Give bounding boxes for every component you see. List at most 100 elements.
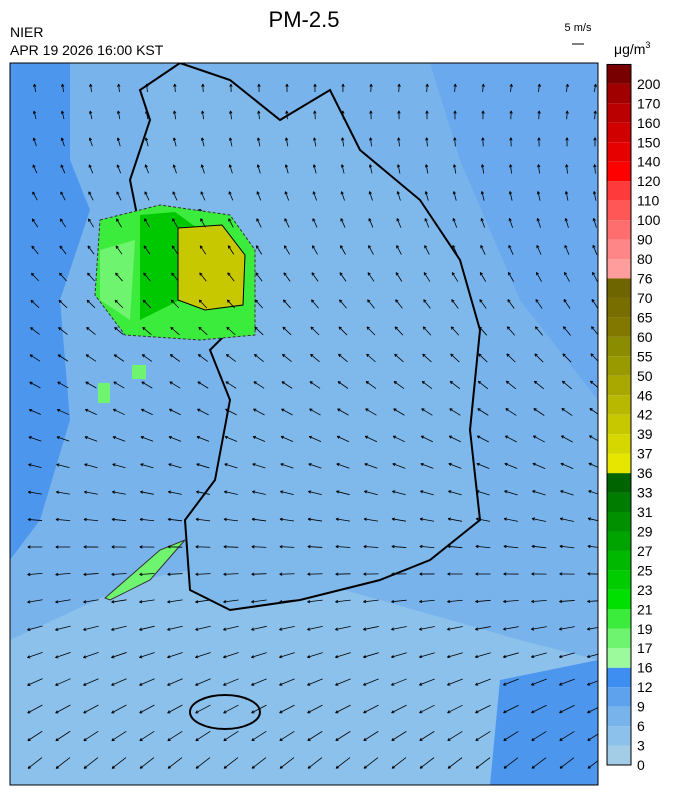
wind-arrow bbox=[508, 244, 514, 255]
wind-arrow bbox=[475, 704, 491, 714]
wind-arrow bbox=[506, 353, 516, 363]
wind-arrow bbox=[422, 353, 432, 363]
wind-arrow bbox=[335, 678, 351, 686]
wind-arrow bbox=[139, 757, 155, 769]
wind-arrow bbox=[564, 244, 570, 255]
wind-arrow bbox=[563, 299, 571, 309]
wind-arrow bbox=[363, 544, 379, 549]
wind-arrow bbox=[503, 626, 519, 631]
colorbar-swatch bbox=[607, 512, 631, 532]
wind-arrow bbox=[111, 730, 127, 742]
wind-arrow bbox=[229, 110, 233, 120]
wind-arrow bbox=[503, 572, 519, 576]
wind-arrow bbox=[591, 299, 598, 309]
wind-arrow bbox=[453, 137, 457, 147]
colorbar-swatch bbox=[607, 161, 631, 182]
wind-arrow bbox=[83, 517, 99, 522]
wind-arrow bbox=[251, 704, 267, 714]
wind-arrow bbox=[83, 757, 99, 769]
wind-arrow bbox=[27, 625, 43, 631]
wind-arrow bbox=[588, 462, 598, 468]
wind-arrow bbox=[449, 408, 461, 416]
wind-arrow bbox=[364, 490, 378, 496]
colorbar-swatch bbox=[607, 687, 631, 707]
wind-arrow bbox=[313, 137, 317, 147]
colorbar-label: 170 bbox=[637, 95, 661, 111]
wind-arrow bbox=[111, 652, 127, 659]
wind-arrow bbox=[531, 757, 547, 769]
wind-arrow bbox=[310, 326, 320, 336]
wind-arrow bbox=[364, 435, 378, 443]
wind-arrow bbox=[139, 678, 155, 686]
wind-arrow bbox=[481, 83, 485, 93]
wind-arrow bbox=[592, 217, 597, 228]
wind-arrow bbox=[448, 462, 462, 469]
wind-arrow bbox=[593, 83, 597, 93]
wind-arrow bbox=[112, 408, 125, 416]
wind-arrow bbox=[340, 245, 346, 255]
wind-arrow bbox=[139, 625, 155, 631]
wind-arrow bbox=[313, 83, 317, 93]
colorbar-label: 27 bbox=[637, 543, 653, 559]
wind-arrow bbox=[369, 137, 373, 147]
wind-arrow bbox=[509, 110, 513, 120]
colorbar-label: 100 bbox=[637, 212, 661, 228]
wind-arrow bbox=[279, 625, 295, 631]
wind-arrow bbox=[335, 545, 351, 549]
wind-arrow bbox=[419, 544, 435, 549]
wind-arrow bbox=[565, 110, 569, 120]
wind-arrow bbox=[447, 626, 463, 631]
wind-arrow bbox=[61, 83, 65, 93]
wind-arrow bbox=[33, 83, 37, 93]
wind-arrow bbox=[592, 271, 598, 282]
wind-arrow bbox=[586, 653, 598, 659]
wind-arrow bbox=[448, 435, 462, 443]
wind-arrow bbox=[111, 625, 127, 631]
wind-arrow bbox=[60, 137, 65, 147]
wind-arrow bbox=[168, 463, 182, 469]
wind-arrow bbox=[167, 704, 183, 714]
wind-arrow bbox=[448, 490, 462, 496]
colorbar-swatch bbox=[607, 278, 631, 298]
colorbar-swatch bbox=[607, 589, 631, 610]
wind-arrow bbox=[167, 599, 183, 604]
wind-arrow bbox=[30, 327, 40, 335]
wind-arrow bbox=[424, 164, 429, 174]
wind-arrow bbox=[225, 381, 237, 389]
wind-arrow bbox=[453, 110, 457, 120]
wind-arrow bbox=[341, 137, 345, 147]
colorbar-label: 9 bbox=[637, 699, 645, 715]
wind-arrow bbox=[509, 164, 513, 174]
wind-arrow bbox=[89, 83, 93, 93]
wind-arrow bbox=[536, 244, 542, 255]
wind-arrow bbox=[83, 625, 99, 631]
wind-arrow bbox=[167, 490, 182, 495]
wind-arrow bbox=[253, 381, 265, 389]
wind-arrow bbox=[256, 218, 262, 228]
wind-arrow bbox=[32, 164, 38, 174]
wind-arrow bbox=[195, 704, 211, 714]
colorbar-label: 120 bbox=[637, 173, 661, 189]
wind-arrow bbox=[140, 436, 154, 442]
colorbar-swatch bbox=[607, 356, 631, 376]
wind-arrow bbox=[196, 435, 210, 442]
wind-arrow bbox=[279, 545, 295, 549]
wind-arrow bbox=[223, 652, 239, 659]
wind-arrow bbox=[83, 490, 98, 495]
colorbar-label: 76 bbox=[637, 271, 653, 287]
wind-arrow bbox=[363, 517, 379, 522]
wind-arrow bbox=[111, 599, 127, 604]
wind-arrow bbox=[283, 272, 291, 282]
wind-arrow bbox=[27, 517, 43, 522]
colorbar-label: 65 bbox=[637, 309, 653, 325]
wind-arrow bbox=[419, 599, 435, 604]
wind-arrow bbox=[167, 652, 183, 659]
wind-arrow bbox=[32, 191, 38, 201]
wind-arrow bbox=[285, 137, 289, 147]
wind-arrow bbox=[167, 517, 183, 522]
wind-arrow bbox=[200, 164, 205, 174]
wind-arrow bbox=[307, 731, 323, 742]
wind-arrow bbox=[31, 245, 39, 255]
wind-arrow bbox=[257, 83, 261, 93]
wind-arrow bbox=[167, 572, 183, 576]
